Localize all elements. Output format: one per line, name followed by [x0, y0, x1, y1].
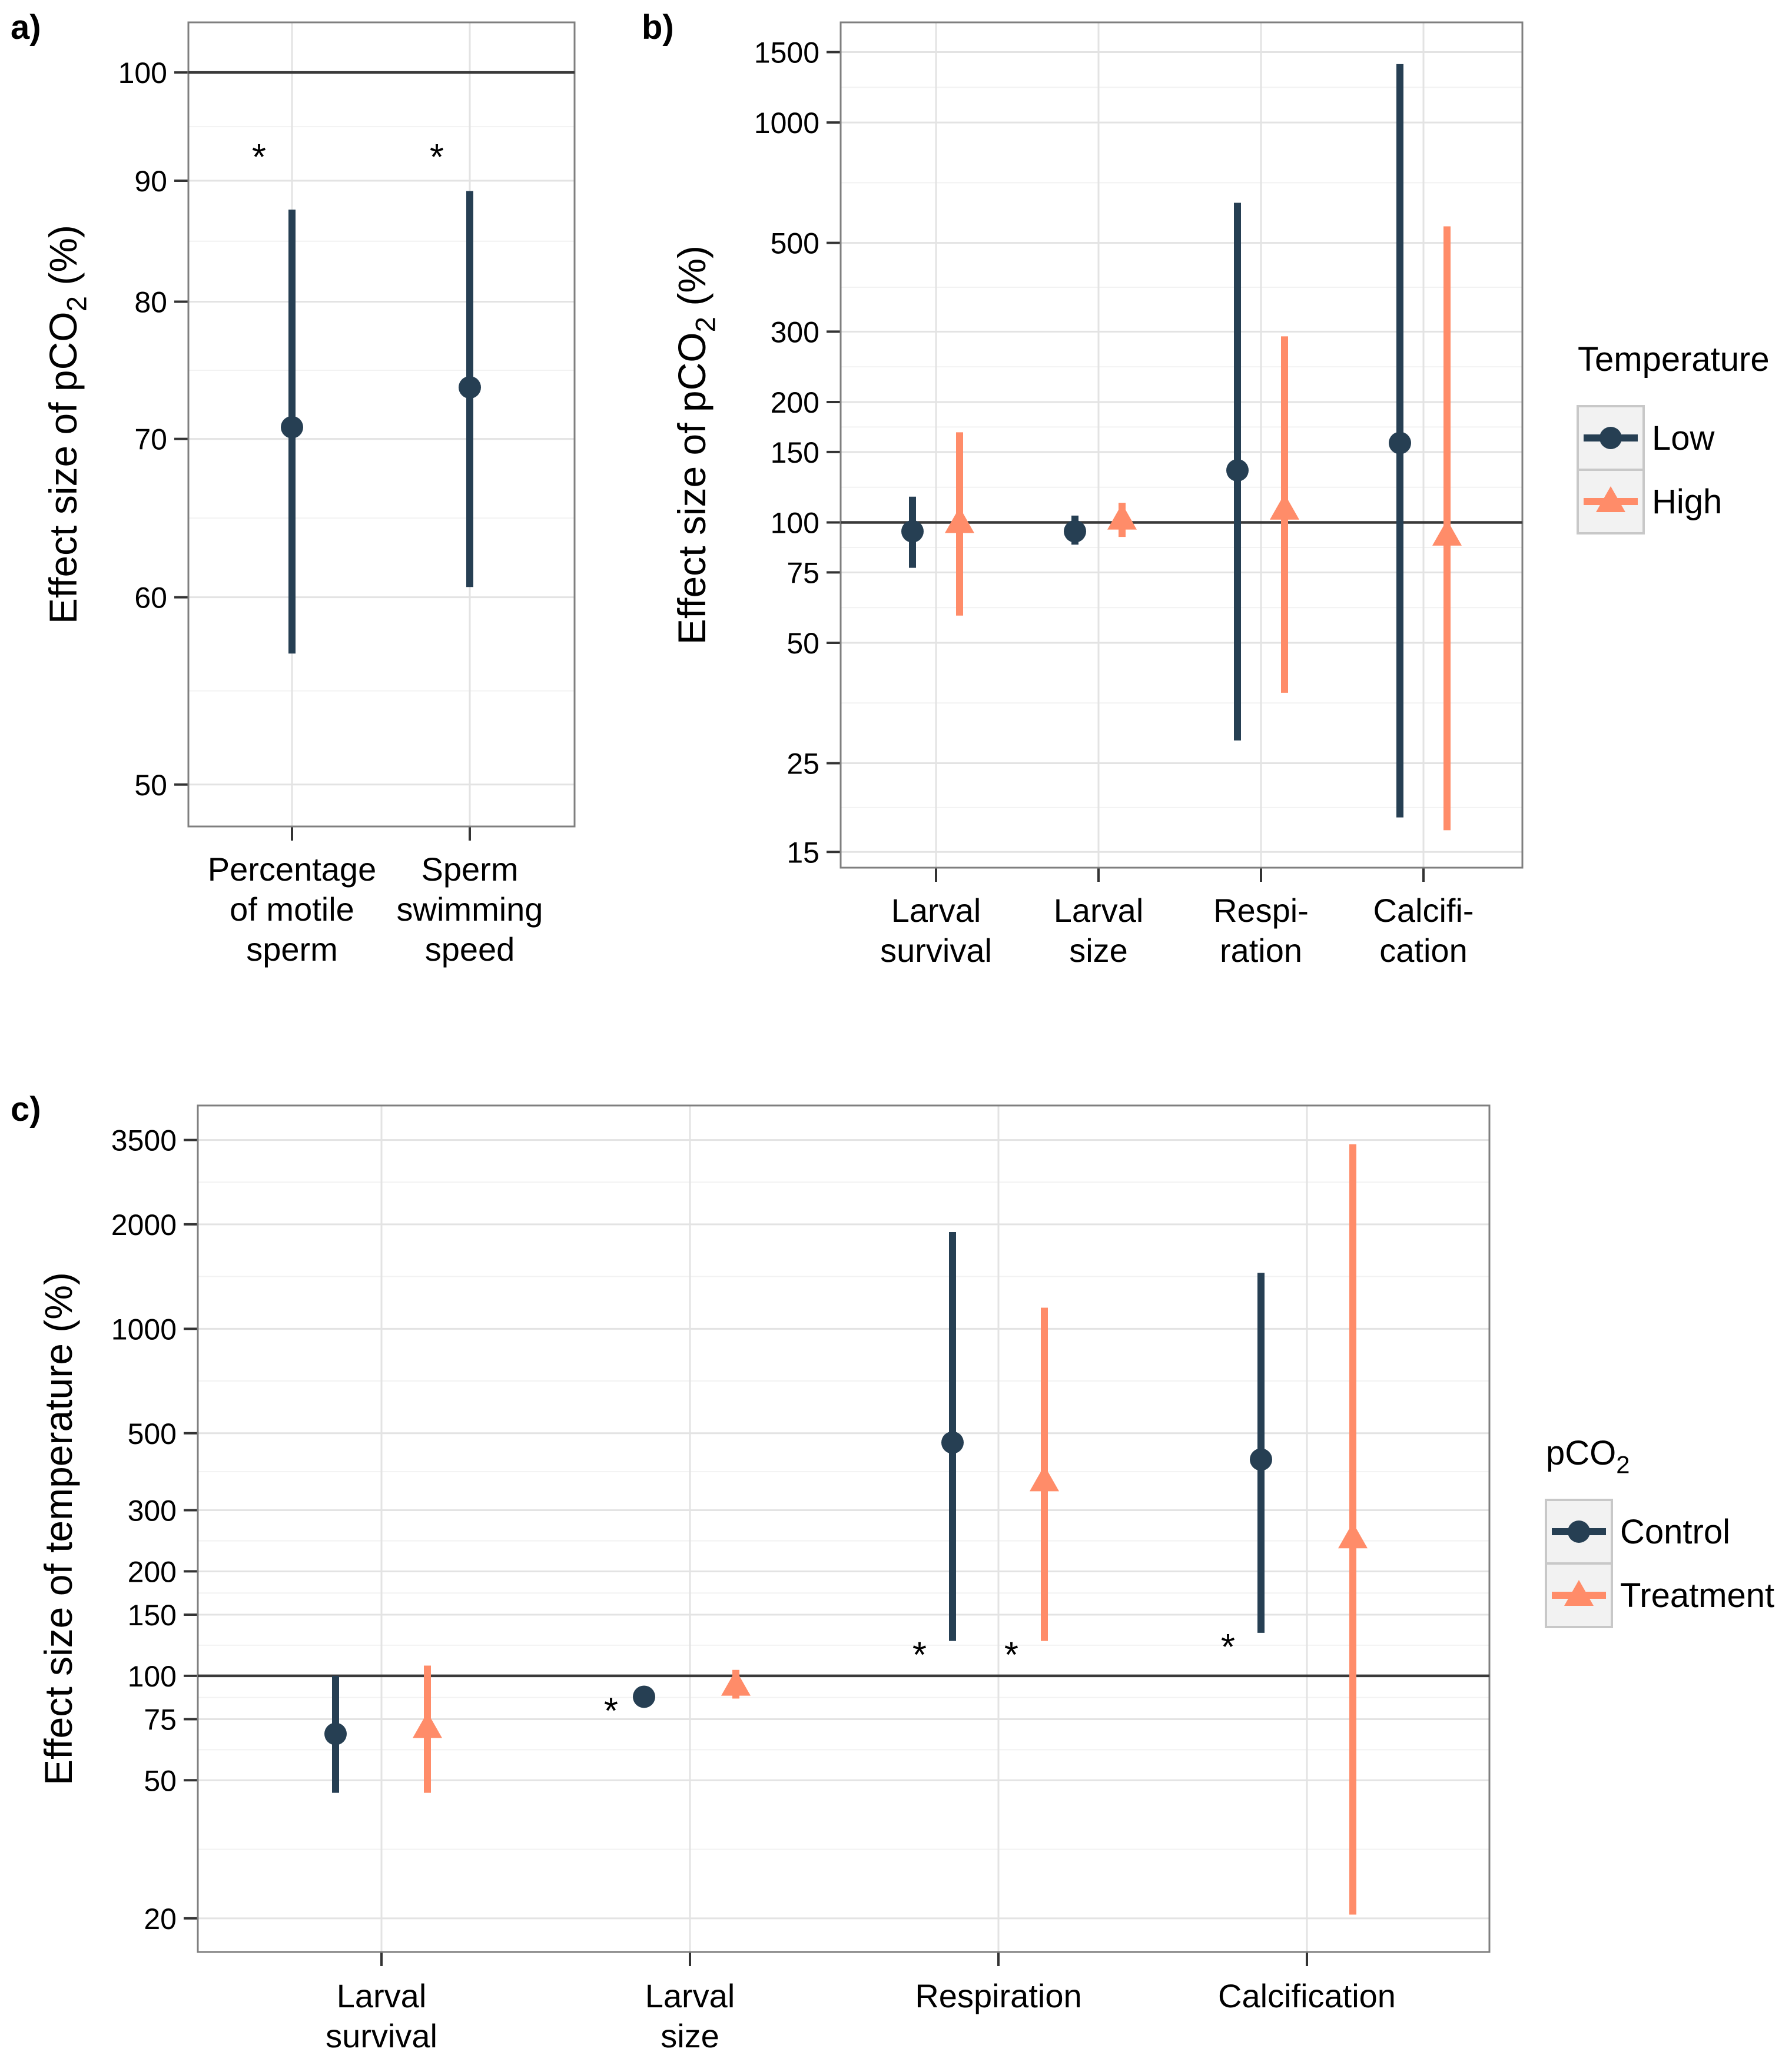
- x-tick-label: Percentage: [208, 851, 376, 888]
- x-tick-label: swimming: [397, 891, 543, 928]
- legend-title: pCO2: [1546, 1434, 1630, 1479]
- x-tick-label: Larval: [337, 1977, 427, 2014]
- legend: pCO2 Control Treatment: [1545, 1434, 1774, 1628]
- data-point: [459, 376, 481, 399]
- y-tick-label: 100: [118, 57, 167, 89]
- y-axis-title: Effect size of temperature (%): [36, 1272, 80, 1785]
- y-tick-label: 150: [128, 1599, 177, 1632]
- panel-b: b)1525507510015020030050010001500Larvals…: [642, 8, 1770, 969]
- x-tick-label: survival: [880, 932, 992, 969]
- data-point: [281, 416, 303, 439]
- significance-star: *: [1004, 1635, 1018, 1676]
- legend-label: Control: [1620, 1513, 1730, 1551]
- data-point: [1030, 1465, 1059, 1492]
- legend: Temperature Low High: [1577, 340, 1770, 534]
- y-tick-label: 500: [128, 1417, 177, 1450]
- y-tick-label: 100: [771, 507, 819, 540]
- y-tick-label: 3500: [111, 1124, 177, 1157]
- data-point: [901, 520, 924, 543]
- panel-label-a: a): [11, 8, 41, 47]
- x-tick-label: Sperm: [422, 851, 519, 888]
- y-tick-label: 15: [787, 836, 819, 869]
- x-tick-label: of motile: [230, 891, 354, 928]
- data-point: [1389, 431, 1411, 454]
- y-tick-label: 150: [771, 436, 819, 469]
- x-tick-label: cation: [1379, 932, 1467, 969]
- data-point: [633, 1685, 655, 1708]
- significance-star: *: [604, 1691, 618, 1731]
- y-tick-label: 70: [134, 423, 167, 456]
- data-point: [1064, 520, 1086, 543]
- significance-star: *: [430, 137, 444, 178]
- data-point: [1432, 519, 1462, 546]
- y-tick-label: 100: [128, 1660, 177, 1693]
- data-point: [413, 1712, 442, 1738]
- y-tick-label: 2000: [111, 1209, 177, 1241]
- data-point: [1250, 1448, 1272, 1471]
- x-tick-label: Calcification: [1218, 1977, 1396, 2014]
- legend-label: Low: [1652, 419, 1715, 457]
- y-axis-title: Effect size of pCO2 (%): [670, 245, 722, 645]
- x-tick-label: Calcifi-: [1373, 892, 1474, 929]
- y-tick-label: 1000: [111, 1313, 177, 1346]
- data-point: [1226, 459, 1249, 482]
- legend-key-marker: [1564, 1580, 1594, 1606]
- data-point: [941, 1431, 964, 1454]
- data-point: [1338, 1522, 1368, 1549]
- y-tick-label: 50: [144, 1764, 177, 1797]
- data-point: [721, 1669, 751, 1696]
- y-tick-label: 1000: [754, 107, 819, 140]
- data-point: [1107, 503, 1137, 530]
- panel-border: [839, 21, 1524, 869]
- legend-title: Temperature: [1578, 340, 1770, 379]
- x-tick-label: Larval: [891, 892, 981, 929]
- x-tick-label: sperm: [246, 931, 338, 968]
- x-tick-label: ration: [1220, 932, 1302, 969]
- y-tick-label: 60: [134, 582, 167, 615]
- y-tick-label: 90: [134, 165, 167, 198]
- x-tick-label: Larval: [645, 1977, 735, 2014]
- y-tick-label: 200: [128, 1555, 177, 1588]
- y-tick-label: 1500: [754, 36, 819, 69]
- y-tick-label: 300: [128, 1495, 177, 1528]
- y-axis-title: Effect size of pCO2 (%): [41, 225, 93, 624]
- significance-star: *: [1221, 1627, 1235, 1668]
- x-tick-label: survival: [326, 2017, 437, 2054]
- significance-star: *: [252, 137, 266, 178]
- y-tick-label: 50: [787, 627, 819, 660]
- legend-key-marker: [1599, 427, 1622, 449]
- y-tick-label: 25: [787, 748, 819, 781]
- data-point: [945, 507, 974, 533]
- y-tick-label: 50: [134, 769, 167, 802]
- panel-border: [187, 21, 576, 828]
- y-tick-label: 20: [144, 1903, 177, 1935]
- y-tick-label: 200: [771, 386, 819, 419]
- y-tick-label: 75: [787, 556, 819, 589]
- x-tick-label: speed: [425, 931, 515, 968]
- legend-label: Treatment: [1620, 1576, 1774, 1615]
- panel-label-c: c): [11, 1090, 41, 1128]
- panel-label-b: b): [642, 8, 674, 47]
- x-tick-label: Respiration: [915, 1977, 1081, 2014]
- panel-border: [197, 1104, 1491, 1953]
- panel-c: c) 20 50 75 100 150 200 300 500 1000 2000 3500 Larva…: [11, 1090, 1774, 2054]
- legend-label: High: [1652, 483, 1722, 521]
- y-tick-label: 500: [771, 227, 819, 260]
- significance-star: *: [912, 1635, 927, 1676]
- x-tick-label: Larval: [1054, 892, 1144, 929]
- legend-key-marker: [1568, 1520, 1590, 1543]
- legend-key-marker: [1596, 486, 1625, 512]
- x-tick-label: size: [1069, 932, 1128, 969]
- data-point: [324, 1722, 347, 1745]
- y-tick-label: 300: [771, 316, 819, 348]
- x-tick-label: size: [661, 2017, 719, 2054]
- y-tick-label: 75: [144, 1703, 177, 1736]
- x-tick-label: Respi-: [1213, 892, 1309, 929]
- y-tick-label: 80: [134, 286, 167, 319]
- data-point: [1270, 493, 1299, 520]
